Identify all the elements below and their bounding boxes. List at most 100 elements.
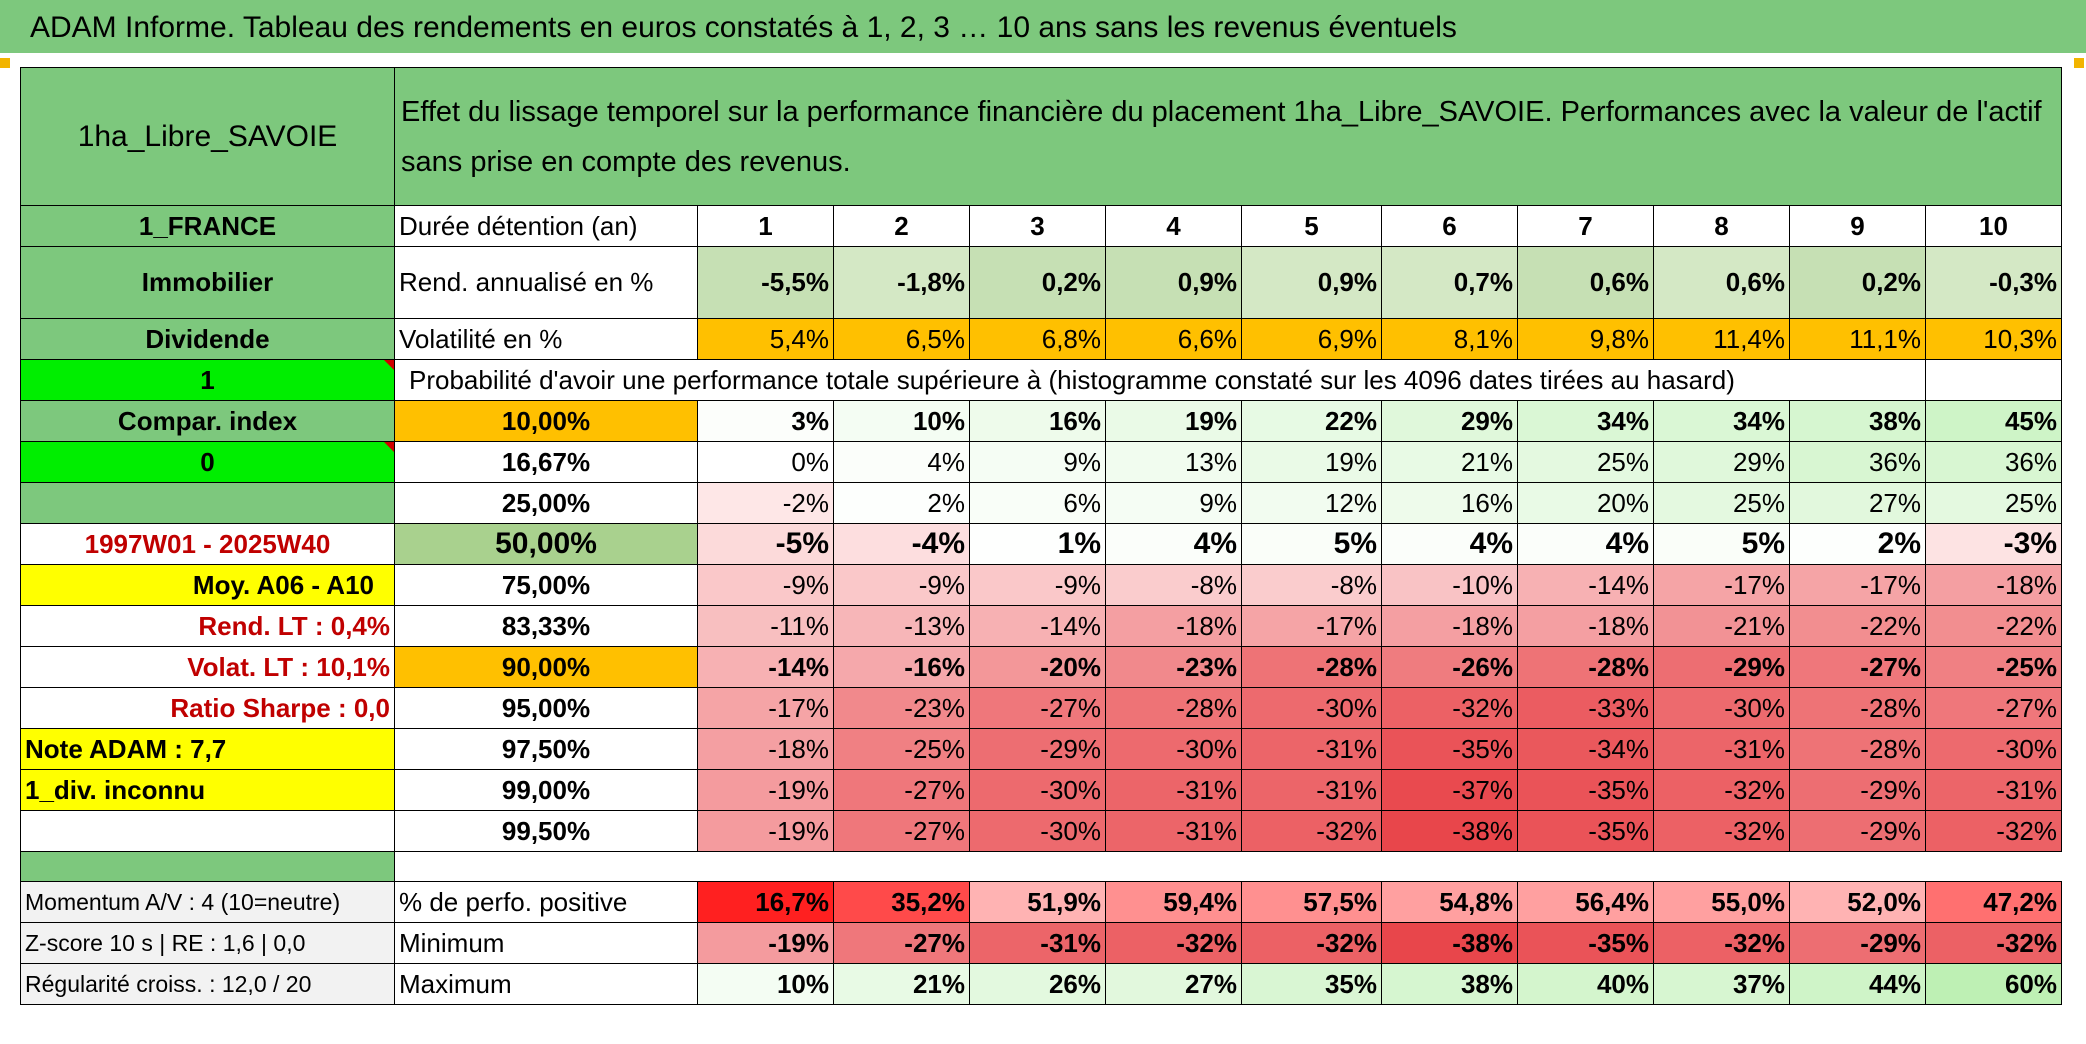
year-header: 7 <box>1517 205 1654 247</box>
probability-value: -34% <box>1517 728 1654 770</box>
probability-value: -18% <box>1925 564 2062 606</box>
probability-value: -11% <box>697 605 834 647</box>
year-header: 6 <box>1381 205 1518 247</box>
probability-value: 1% <box>969 523 1106 565</box>
holding-duration-label: Durée détention (an) <box>394 205 698 247</box>
annualized-return-value: -5,5% <box>697 246 834 319</box>
probability-value: -25% <box>833 728 970 770</box>
probability-value: 25% <box>1925 482 2062 524</box>
positive-performance-value: 59,4% <box>1105 881 1242 923</box>
probability-value: -26% <box>1381 646 1518 688</box>
selector-cell-1[interactable]: 1 <box>20 359 395 401</box>
adam-score-cell: Note ADAM : 7,7 <box>20 728 395 770</box>
probability-value: 45% <box>1925 400 2062 442</box>
minimum-value: -32% <box>1653 922 1790 964</box>
probability-value: -2% <box>697 482 834 524</box>
probability-value: -35% <box>1517 769 1654 811</box>
probability-value: -30% <box>1925 728 2062 770</box>
probability-value: 20% <box>1517 482 1654 524</box>
volatility-value: 5,4% <box>697 318 834 360</box>
probability-value: -30% <box>1105 728 1242 770</box>
volatility-value: 6,5% <box>833 318 970 360</box>
maximum-value: 35% <box>1241 963 1382 1005</box>
regularity-cell: Régularité croiss. : 12,0 / 20 <box>20 963 395 1005</box>
annualized-return-value: 0,9% <box>1105 246 1242 319</box>
probability-value: 36% <box>1789 441 1926 483</box>
annualized-return-value: 0,7% <box>1381 246 1518 319</box>
positive-performance-value: 51,9% <box>969 881 1106 923</box>
category-cell: Immobilier <box>20 246 395 319</box>
probability-value: -3% <box>1925 523 2062 565</box>
volatility-value: 9,8% <box>1517 318 1654 360</box>
probability-value: -29% <box>1653 646 1790 688</box>
report-title: ADAM Informe. Tableau des rendements en … <box>30 11 1457 44</box>
probability-value: -17% <box>1653 564 1790 606</box>
probability-value: -19% <box>697 769 834 811</box>
country-cell: 1_FRANCE <box>20 205 395 247</box>
annualized-return-value: 0,2% <box>969 246 1106 319</box>
probability-value: 38% <box>1789 400 1926 442</box>
positive-performance-value: 47,2% <box>1925 881 2062 923</box>
probability-value: -9% <box>833 564 970 606</box>
long-term-volatility-cell: Volat. LT : 10,1% <box>20 646 395 688</box>
volatility-value: 11,4% <box>1653 318 1790 360</box>
volatility-value: 10,3% <box>1925 318 2062 360</box>
corner-marker <box>0 58 10 68</box>
probability-value: -31% <box>1653 728 1790 770</box>
probability-value: -8% <box>1105 564 1242 606</box>
probability-value: -22% <box>1789 605 1926 647</box>
separator-green-cell <box>20 851 395 882</box>
year-header: 5 <box>1241 205 1382 247</box>
volatility-value: 6,8% <box>969 318 1106 360</box>
probability-value: 27% <box>1789 482 1926 524</box>
annualized-return-value: -1,8% <box>833 246 970 319</box>
probability-value: -28% <box>1105 687 1242 729</box>
probability-value: 16% <box>969 400 1106 442</box>
probability-value: -31% <box>1241 769 1382 811</box>
probability-value: 34% <box>1517 400 1654 442</box>
minimum-value: -27% <box>833 922 970 964</box>
positive-performance-value: 35,2% <box>833 881 970 923</box>
probability-value: 25% <box>1653 482 1790 524</box>
probability-value: -19% <box>697 810 834 852</box>
dividend-info-cell: 1_div. inconnu <box>20 769 395 811</box>
probability-value: -31% <box>1105 810 1242 852</box>
threshold-percent: 97,50% <box>394 728 698 770</box>
selector-cell-0[interactable]: 0 <box>20 441 395 483</box>
minimum-value: -19% <box>697 922 834 964</box>
probability-value: -32% <box>1381 687 1518 729</box>
probability-value: -33% <box>1517 687 1654 729</box>
period-cell: 1997W01 - 2025W40 <box>20 523 395 565</box>
probability-value: 16% <box>1381 482 1518 524</box>
maximum-value: 37% <box>1653 963 1790 1005</box>
probability-value: -17% <box>1789 564 1926 606</box>
zscore-cell: Z-score 10 s | RE : 1,6 | 0,0 <box>20 922 395 964</box>
probability-value: -9% <box>697 564 834 606</box>
volatility-value: 8,1% <box>1381 318 1518 360</box>
maximum-value: 21% <box>833 963 970 1005</box>
positive-performance-value: 54,8% <box>1381 881 1518 923</box>
probability-value: -35% <box>1517 810 1654 852</box>
probability-value: 29% <box>1381 400 1518 442</box>
empty-cell <box>1925 359 2062 401</box>
probability-value: -30% <box>969 810 1106 852</box>
probability-value: 9% <box>1105 482 1242 524</box>
probability-value: -8% <box>1241 564 1382 606</box>
probability-value: -32% <box>1653 810 1790 852</box>
probability-value: 2% <box>833 482 970 524</box>
annualized-return-value: 0,6% <box>1653 246 1790 319</box>
probability-value: -13% <box>833 605 970 647</box>
volatility-value: 6,9% <box>1241 318 1382 360</box>
maximum-value: 26% <box>969 963 1106 1005</box>
probability-value: -31% <box>1241 728 1382 770</box>
probability-value: -35% <box>1381 728 1518 770</box>
year-header: 1 <box>697 205 834 247</box>
minimum-value: -29% <box>1789 922 1926 964</box>
probability-value: 19% <box>1105 400 1242 442</box>
minimum-value: -32% <box>1241 922 1382 964</box>
positive-performance-value: 52,0% <box>1789 881 1926 923</box>
year-header: 10 <box>1925 205 2062 247</box>
probability-value: -29% <box>1789 769 1926 811</box>
maximum-value: 44% <box>1789 963 1926 1005</box>
threshold-percent: 16,67% <box>394 441 698 483</box>
